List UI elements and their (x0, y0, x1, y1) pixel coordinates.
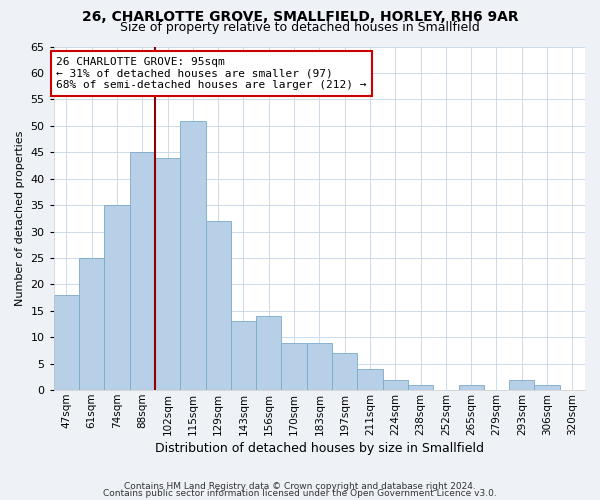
Bar (206, 221, 231, 390)
Bar (332, 353, 358, 390)
Bar (130, 152, 155, 390)
Text: Size of property relative to detached houses in Smallfield: Size of property relative to detached ho… (120, 21, 480, 34)
Bar (383, 380, 408, 390)
Bar (79, 258, 104, 390)
Bar (458, 385, 484, 390)
Bar (231, 322, 256, 390)
Text: 26 CHARLOTTE GROVE: 95sqm
← 31% of detached houses are smaller (97)
68% of semi-: 26 CHARLOTTE GROVE: 95sqm ← 31% of detac… (56, 57, 367, 90)
Text: Contains public sector information licensed under the Open Government Licence v3: Contains public sector information licen… (103, 488, 497, 498)
Bar (535, 385, 560, 390)
Y-axis label: Number of detached properties: Number of detached properties (15, 130, 25, 306)
Bar (358, 369, 383, 390)
Bar (180, 120, 206, 390)
Bar (281, 342, 307, 390)
Bar (307, 342, 332, 390)
Bar (509, 380, 535, 390)
Bar (104, 205, 130, 390)
Bar (408, 385, 433, 390)
X-axis label: Distribution of detached houses by size in Smallfield: Distribution of detached houses by size … (155, 442, 484, 455)
Bar (256, 316, 281, 390)
Text: Contains HM Land Registry data © Crown copyright and database right 2024.: Contains HM Land Registry data © Crown c… (124, 482, 476, 491)
Text: 26, CHARLOTTE GROVE, SMALLFIELD, HORLEY, RH6 9AR: 26, CHARLOTTE GROVE, SMALLFIELD, HORLEY,… (82, 10, 518, 24)
Bar (155, 158, 180, 390)
Bar (54, 295, 79, 390)
